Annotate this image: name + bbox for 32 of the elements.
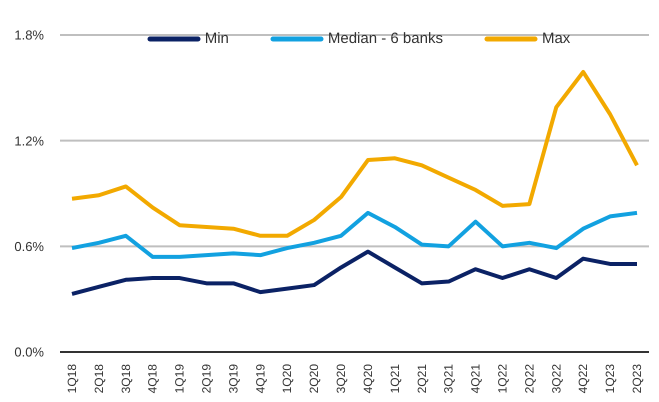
x-tick-label: 2Q23 (630, 364, 644, 394)
x-tick-label: 2Q20 (307, 364, 322, 394)
x-tick-label: 4Q20 (360, 364, 375, 394)
x-tick-label: 1Q19 (172, 364, 187, 394)
x-tick-label: 4Q18 (146, 364, 160, 394)
x-tick-label: 3Q21 (442, 364, 456, 394)
line-series (70, 210, 639, 259)
y-tick-label: 1.2% (14, 133, 44, 148)
line-series (70, 70, 639, 238)
x-tick-label: 1Q21 (388, 364, 402, 394)
y-tick-label: 1.8% (14, 28, 44, 43)
legend-label: Median - 6 banks (326, 30, 443, 47)
y-tick-label: 0.6% (14, 238, 44, 254)
x-tick-label: 2Q22 (522, 364, 536, 394)
legend-label: Min (204, 30, 229, 47)
legend-label: Max (540, 30, 570, 47)
x-tick-label: 1Q22 (495, 364, 510, 394)
x-tick-label: 4Q19 (253, 364, 268, 394)
x-tick-label: 4Q21 (468, 364, 483, 394)
x-tick-label: 3Q20 (334, 364, 348, 394)
x-tick-label: 1Q18 (65, 364, 79, 394)
x-tick-label: 2Q19 (200, 364, 214, 394)
line-series (70, 250, 639, 296)
x-tick-label: 2Q18 (92, 364, 106, 394)
x-tick-label: 4Q22 (576, 364, 590, 394)
x-tick-label: 3Q22 (549, 364, 564, 394)
x-tick-label: 1Q20 (280, 364, 294, 394)
x-tick-label: 1Q23 (603, 364, 618, 394)
x-tick-label: 3Q18 (118, 364, 133, 394)
x-tick-label: 3Q19 (226, 364, 240, 394)
y-tick-label: 0.0% (14, 344, 44, 360)
x-tick-label: 2Q21 (414, 364, 429, 394)
